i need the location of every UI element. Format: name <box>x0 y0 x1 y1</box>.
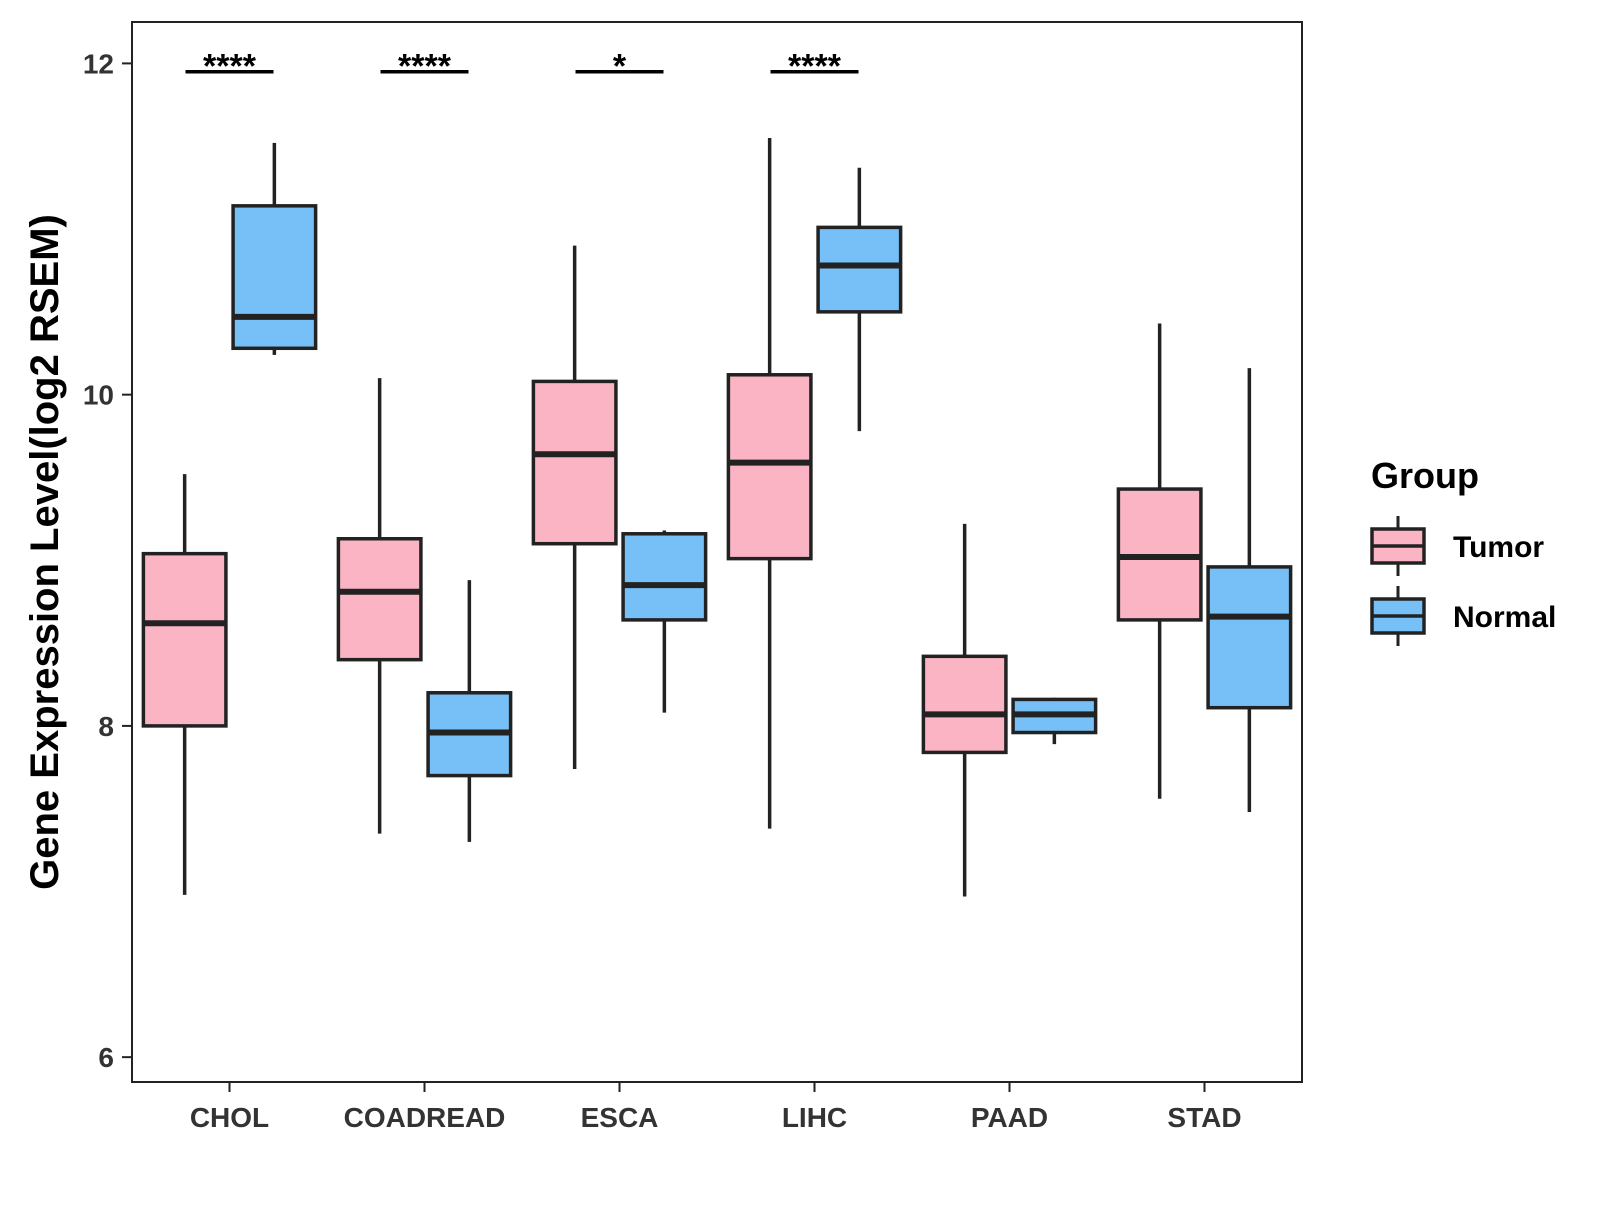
box-normal-chol <box>231 142 318 355</box>
box-body-normal-chol <box>231 204 318 351</box>
box-body-normal-lihc <box>816 225 903 314</box>
box-normal-paad <box>1011 697 1098 745</box>
box-body-tumor-lihc <box>726 373 813 561</box>
box-tumor-paad <box>921 523 1008 897</box>
significance-label-coadread: **** <box>398 48 452 86</box>
box-body-normal-stad <box>1206 565 1293 710</box>
box-normal-esca <box>621 530 708 713</box>
box-body-tumor-chol <box>141 551 228 728</box>
x-tick-label-esca: ESCA <box>581 1102 659 1133</box>
y-axis-title: Gene Expression Level(log2 RSEM) <box>23 214 67 890</box>
x-axis: CHOL COADREAD ESCA LIHC PAAD STAD <box>190 1082 1242 1133</box>
legend: Group Tumor Normal <box>1370 455 1556 646</box>
significance-label-lihc: **** <box>788 48 842 86</box>
box-normal-coadread <box>426 580 513 842</box>
x-tick-label-chol: CHOL <box>190 1102 269 1133</box>
significance-annotations: **** **** * **** <box>185 48 859 86</box>
plot-panel <box>131 21 1303 1083</box>
legend-item-normal: Normal <box>1370 586 1556 646</box>
legend-label-normal: Normal <box>1453 601 1556 634</box>
x-tick-label-lihc: LIHC <box>782 1102 847 1133</box>
box-tumor-esca <box>531 245 618 769</box>
box-body-tumor-coadread <box>336 537 423 662</box>
y-tick-label-10: 10 <box>83 380 114 411</box>
box-normal-stad <box>1206 368 1293 813</box>
significance-label-chol: **** <box>203 48 257 86</box>
box-body-normal-esca <box>621 532 708 622</box>
y-tick-label-12: 12 <box>83 48 114 79</box>
y-axis: 6 8 10 12 <box>83 48 132 1073</box>
box-body-tumor-esca <box>531 379 618 546</box>
boxes-layer <box>141 137 1293 897</box>
y-tick-label-6: 6 <box>98 1042 114 1073</box>
significance-label-esca: * <box>613 48 627 86</box>
legend-label-tumor: Tumor <box>1453 531 1544 564</box>
box-tumor-lihc <box>726 137 813 829</box>
x-tick-label-paad: PAAD <box>971 1102 1048 1133</box>
x-tick-label-coadread: COADREAD <box>344 1102 506 1133</box>
box-tumor-stad <box>1116 323 1203 799</box>
box-body-tumor-paad <box>921 654 1008 755</box>
legend-item-tumor: Tumor <box>1370 516 1544 576</box>
legend-title: Group <box>1371 455 1479 496</box>
y-tick-label-8: 8 <box>98 711 114 742</box>
box-tumor-chol <box>141 474 228 895</box>
x-tick-label-stad: STAD <box>1167 1102 1241 1133</box>
box-normal-lihc <box>816 167 903 432</box>
box-tumor-coadread <box>336 378 423 834</box>
